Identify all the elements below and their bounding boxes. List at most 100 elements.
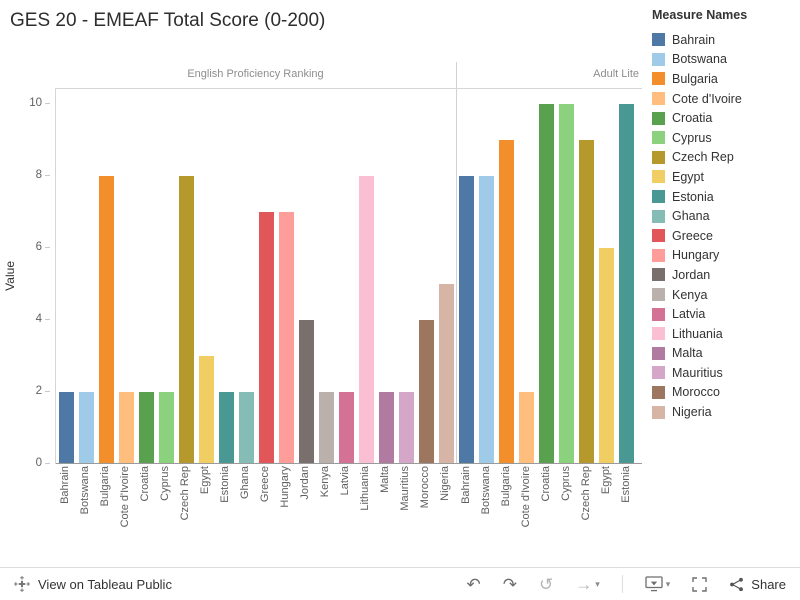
legend-item[interactable]: Malta — [652, 344, 794, 364]
view-on-tableau-public-label: View on Tableau Public — [38, 576, 172, 592]
legend-item[interactable]: Nigeria — [652, 402, 794, 422]
bar-botswana[interactable] — [78, 392, 94, 464]
legend-item[interactable]: Ghana — [652, 206, 794, 226]
legend-item[interactable]: Czech Rep — [652, 148, 794, 168]
legend-swatch — [652, 131, 665, 145]
bar-estonia[interactable] — [618, 104, 634, 464]
legend-item[interactable]: Hungary — [652, 246, 794, 266]
bar-cyprus[interactable] — [558, 104, 574, 464]
legend-item[interactable]: Estonia — [652, 187, 794, 207]
x-axis-label: Mauritius — [399, 466, 411, 511]
legend-item[interactable]: Bulgaria — [652, 69, 794, 89]
plot-area — [55, 88, 456, 464]
toolbar-actions: ↶ ↷ ↺ → ▾ ▾ — [466, 575, 786, 593]
bar-slot — [416, 320, 436, 464]
bar-egypt[interactable] — [198, 356, 214, 464]
redo-button[interactable]: ↷ — [502, 574, 517, 594]
legend-swatch — [652, 288, 665, 302]
legend-swatch — [652, 405, 665, 419]
legend-item[interactable]: Cote d'Ivoire — [652, 89, 794, 109]
bar-cote-d-ivoire[interactable] — [118, 392, 134, 464]
x-label-slot: Egypt — [195, 466, 215, 561]
bar-slot — [436, 284, 456, 464]
bar-bulgaria[interactable] — [98, 176, 114, 464]
legend-title: Measure Names — [652, 8, 748, 22]
bar-croatia[interactable] — [538, 104, 554, 464]
x-label-slot: Cote d'Ivoire — [516, 466, 536, 561]
bar-czech-rep[interactable] — [178, 176, 194, 464]
bar-ghana[interactable] — [238, 392, 254, 464]
bar-cote-d-ivoire[interactable] — [518, 392, 534, 464]
bar-greece[interactable] — [258, 212, 274, 464]
x-labels: Bahrain Botswana Bulgaria Cote d'Ivoire Croa… — [55, 466, 456, 561]
legend-swatch — [652, 327, 665, 341]
bar-latvia[interactable] — [338, 392, 354, 464]
bar-slot — [76, 392, 96, 464]
y-tick-label: 4 — [35, 313, 42, 325]
legend-item[interactable]: Botswana — [652, 50, 794, 70]
bar-bulgaria[interactable] — [498, 140, 514, 464]
legend-item-label: Cyprus — [672, 130, 712, 145]
replay-button[interactable]: ↺ — [538, 574, 554, 594]
legend-item[interactable]: Bahrain — [652, 30, 794, 50]
bar-malta[interactable] — [378, 392, 394, 464]
legend-swatch — [652, 209, 665, 223]
bar-cyprus[interactable] — [158, 392, 174, 464]
bar-czech-rep[interactable] — [578, 140, 594, 464]
legend-item[interactable]: Morocco — [652, 383, 794, 403]
bar-slot — [576, 140, 596, 464]
bar-croatia[interactable] — [138, 392, 154, 464]
x-label-slot: Nigeria — [435, 466, 455, 561]
legend-item-label: Ghana — [672, 209, 710, 224]
x-axis-label: Jordan — [299, 466, 311, 500]
legend-swatch — [652, 307, 665, 321]
forward-arrow-icon: → — [575, 574, 593, 594]
legend-item[interactable]: Kenya — [652, 285, 794, 305]
chevron-down-icon: ▾ — [595, 578, 600, 589]
panel-header: English Proficiency Ranking — [187, 68, 324, 80]
legend-item[interactable]: Greece — [652, 226, 794, 246]
y-tick-mark — [45, 463, 50, 464]
bar-hungary[interactable] — [278, 212, 294, 464]
view-on-tableau-public[interactable]: View on Tableau Public — [14, 576, 172, 592]
x-axis-label: Egypt — [199, 466, 211, 495]
bar-slot — [496, 140, 516, 464]
x-axis-label: Estonia — [219, 466, 231, 503]
share-button-label: Share — [751, 576, 786, 592]
legend-item[interactable]: Croatia — [652, 108, 794, 128]
toolbar-divider — [621, 575, 623, 593]
x-axis-label: Bulgaria — [99, 466, 111, 507]
undo-button[interactable]: ↶ — [466, 574, 481, 594]
legend-item-label: Morocco — [672, 385, 720, 400]
bar-botswana[interactable] — [478, 176, 494, 464]
y-tick-mark — [45, 319, 50, 320]
bar-estonia[interactable] — [218, 392, 234, 464]
bar-bahrain[interactable] — [58, 392, 74, 464]
legend-item[interactable]: Mauritius — [652, 363, 794, 383]
bar-morocco[interactable] — [418, 320, 434, 464]
legend-item[interactable]: Egypt — [652, 167, 794, 187]
legend-swatch — [652, 111, 665, 125]
legend-item[interactable]: Cyprus — [652, 128, 794, 148]
bar-slot — [276, 212, 296, 464]
bar-nigeria[interactable] — [438, 284, 454, 464]
bar-egypt[interactable] — [598, 248, 614, 464]
legend-item[interactable]: Latvia — [652, 304, 794, 324]
legend-item[interactable]: Jordan — [652, 265, 794, 285]
bar-mauritius[interactable] — [398, 392, 414, 464]
bar-lithuania[interactable] — [358, 176, 374, 464]
x-label-slot: Croatia — [135, 466, 155, 561]
bar-kenya[interactable] — [318, 392, 334, 464]
bar-bahrain[interactable] — [458, 176, 474, 464]
forward-button[interactable]: → ▾ — [575, 576, 600, 593]
bar-jordan[interactable] — [298, 320, 314, 464]
share-button[interactable]: Share — [729, 577, 786, 592]
legend-item[interactable]: Lithuania — [652, 324, 794, 344]
legend-item-label: Bahrain — [672, 32, 716, 47]
download-button[interactable]: ▾ — [645, 576, 670, 592]
x-label-slot: Greece — [255, 466, 275, 561]
y-tick-mark — [45, 391, 50, 392]
legend-swatch — [652, 346, 665, 360]
x-axis-label: Egypt — [600, 466, 612, 495]
fullscreen-button[interactable] — [692, 576, 707, 592]
